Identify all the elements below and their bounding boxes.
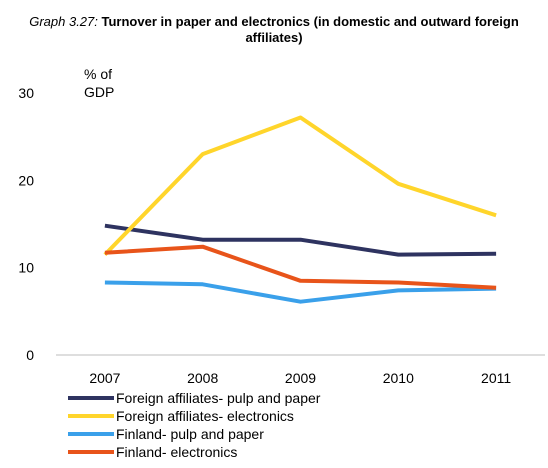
x-tick-label: 2009 [285,370,316,386]
legend-item: Finland- electronics [68,443,320,461]
y-tick-label: 10 [18,260,34,276]
y-tick-label: 20 [18,172,34,188]
chart-title-text: Turnover in paper and electronics (in do… [101,14,519,45]
x-tick-label: 2010 [383,370,414,386]
y-axis-label-line-2: GDP [84,84,114,100]
x-tick-label: 2007 [89,370,120,386]
series-line-0 [104,223,497,257]
series-line-2 [104,280,497,304]
legend-swatch [68,414,114,418]
legend-swatch [68,432,114,436]
y-tick-label: 0 [26,347,34,363]
legend-label: Foreign affiliates- pulp and paper [116,390,321,406]
legend: Foreign affiliates- pulp and paper Foreig… [68,389,320,461]
x-tick-label: 2008 [187,370,218,386]
legend-swatch [68,450,114,454]
series-line-3 [104,244,497,290]
x-tick-label: 2011 [481,370,511,386]
legend-item: Foreign affiliates- electronics [68,407,320,425]
legend-item: Foreign affiliates- pulp and paper [68,389,320,407]
legend-swatch [68,396,114,400]
y-axis-label-line-1: % of [84,66,112,82]
legend-label: Foreign affiliates- electronics [116,408,294,424]
series-line-1 [103,115,497,256]
series-lines [103,115,497,304]
chart-title: Graph 3.27: Turnover in paper and electr… [0,14,548,46]
y-tick-label: 30 [18,85,34,101]
x-axis-ticks: 2007 2008 2009 2010 2011 [89,370,511,386]
legend-item: Finland- pulp and paper [68,425,320,443]
y-axis-ticks: 0 10 20 30 [18,85,34,363]
legend-label: Finland- pulp and paper [116,426,264,442]
legend-label: Finland- electronics [116,444,238,460]
chart-title-lead: Graph 3.27: [29,14,98,29]
